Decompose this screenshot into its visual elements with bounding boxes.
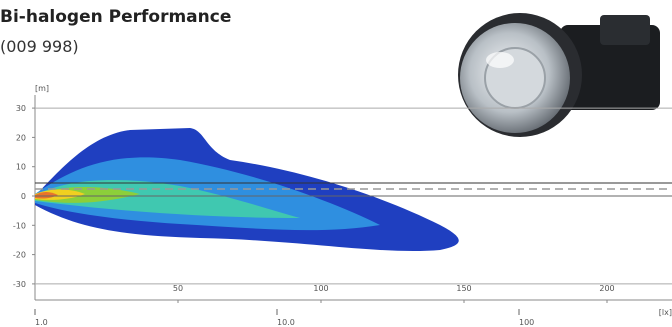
y-tick-label: 30	[16, 104, 26, 113]
plot: [m] [lx]	[34, 84, 672, 317]
y-tick-label: -30	[13, 280, 26, 289]
y-tick-label: 0	[21, 192, 26, 201]
y-tick-label: -10	[13, 221, 26, 230]
colorbar-label: 1.0	[35, 318, 48, 327]
x-tick-label: 200	[599, 284, 614, 293]
beam-peak	[35, 192, 58, 199]
x-tick-label: 100	[313, 284, 328, 293]
colorbar-label: 100	[519, 318, 534, 327]
x-tick-label: 150	[456, 284, 471, 293]
y-unit: [m]	[35, 84, 49, 93]
x-tick-label: 50	[173, 284, 183, 293]
lamp-image	[458, 13, 660, 137]
title: Bi-halogen Performance	[0, 7, 231, 27]
subtitle: (009 998)	[0, 37, 79, 56]
y-tick-label: 10	[16, 163, 26, 172]
colorbar-label: 10.0	[277, 318, 295, 327]
colorbar-unit: [lx]	[659, 308, 672, 317]
y-tick-label: 20	[16, 133, 26, 142]
y-tick-label: -20	[13, 251, 26, 260]
